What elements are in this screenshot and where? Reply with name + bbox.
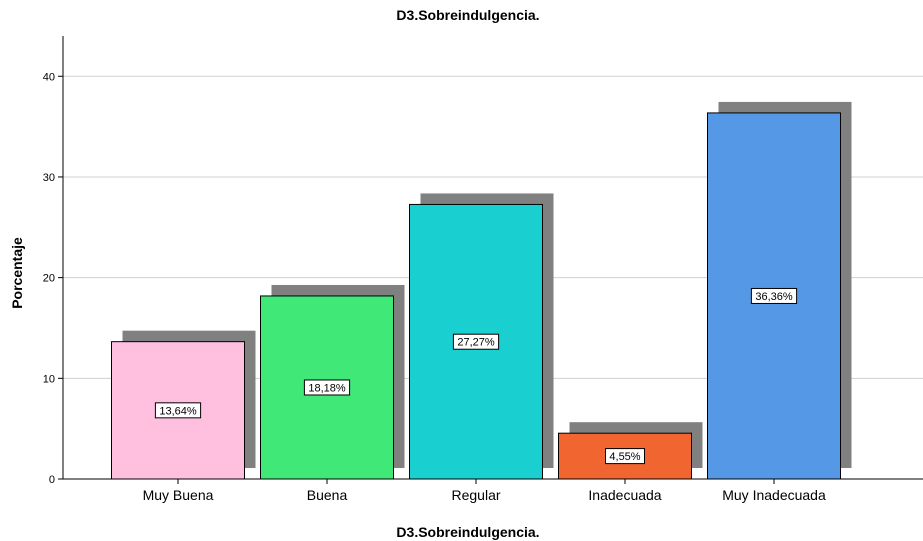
y-tick-label-20: 20 (43, 273, 55, 285)
data-label-2: 27,27% (452, 333, 500, 350)
y-tick-label-0: 0 (49, 474, 55, 486)
data-label-box-3 (605, 448, 645, 465)
data-label-text-2: 27,27% (457, 337, 495, 349)
y-tick-label-40: 40 (43, 71, 55, 83)
data-label-0: 13,64% (154, 402, 202, 419)
data-label-1: 18,18% (303, 379, 351, 396)
y-axis-title: Porcentaje (9, 237, 25, 309)
data-label-text-3: 4,55% (609, 451, 640, 463)
data-label-box-2 (452, 333, 500, 350)
x-tick-label-4: Muy Inadecuada (722, 487, 826, 503)
x-axis-title: D3.Sobreindulgencia. (396, 524, 539, 540)
data-label-3: 4,55% (605, 448, 645, 465)
x-tick-label-2: Regular (451, 487, 500, 503)
y-tick-label-10: 10 (43, 373, 55, 385)
data-label-box-4 (750, 287, 798, 304)
y-axis: 0 10 20 30 40 (43, 36, 64, 486)
x-axis: Muy Buena Buena Regular Inadecuada Muy Inade… (63, 478, 923, 503)
chart-title: D3.Sobreindulgencia. (396, 7, 539, 23)
data-label-4: 36,36% (750, 287, 798, 304)
y-tick-label-30: 30 (43, 172, 55, 184)
data-label-box-1 (303, 379, 351, 396)
x-tick-label-3: Inadecuada (588, 487, 661, 503)
bars: 13,64% 18,18% 27,27% 4,55% 36,36% (111, 101, 852, 480)
data-label-text-0: 13,64% (159, 405, 197, 417)
data-label-text-4: 36,36% (755, 291, 793, 303)
x-tick-label-0: Muy Buena (143, 487, 214, 503)
x-tick-label-1: Buena (307, 487, 348, 503)
data-label-text-1: 18,18% (308, 382, 346, 394)
data-label-box-0 (154, 402, 202, 419)
